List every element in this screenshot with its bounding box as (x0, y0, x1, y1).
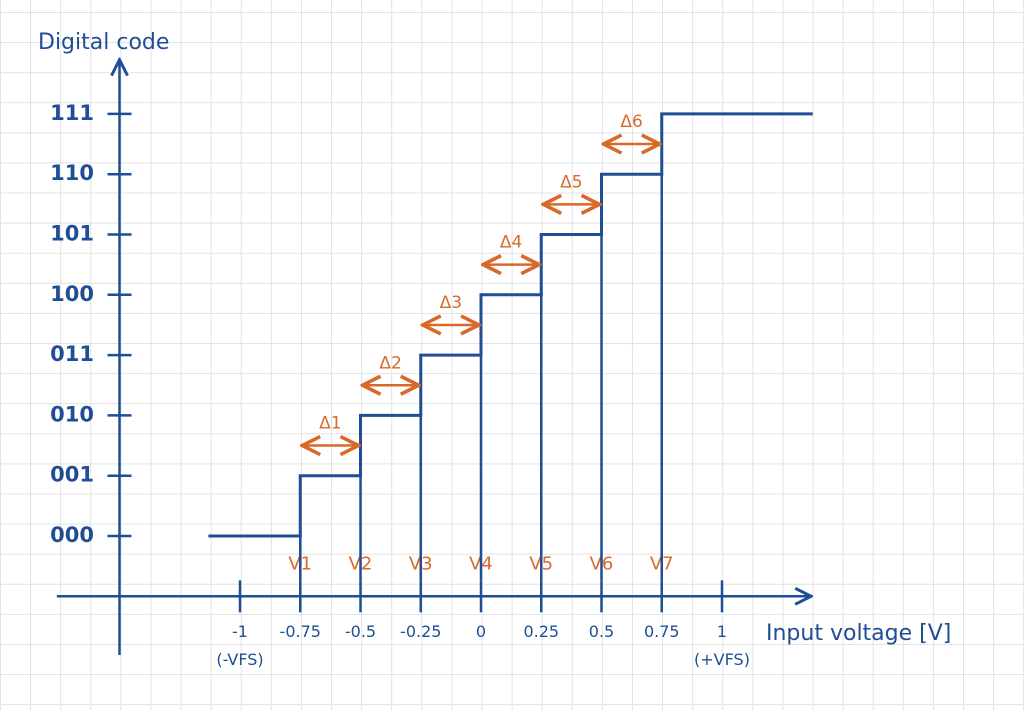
y-tick-label: 110 (50, 161, 94, 185)
y-tick-label: 000 (50, 523, 94, 547)
y-tick-label: 010 (50, 402, 94, 426)
delta-label: Δ5 (560, 172, 582, 192)
delta-label: Δ1 (319, 414, 341, 434)
x-tick-label: 0 (476, 622, 486, 641)
y-tick-label: 101 (50, 222, 94, 246)
x-tick-label: 0.25 (523, 622, 559, 641)
x-axis-label: Input voltage [V] (766, 621, 951, 646)
x-tick-label: 0.5 (589, 622, 614, 641)
delta-label: Δ2 (379, 353, 401, 373)
x-annotation: (-VFS) (216, 650, 263, 669)
y-axis-label: Digital code (38, 30, 169, 55)
delta-label: Δ4 (500, 233, 522, 253)
x-annotation: (+VFS) (694, 650, 750, 669)
x-tick-label: 0.75 (644, 622, 680, 641)
x-tick-label: -0.25 (400, 622, 441, 641)
delta-label: Δ3 (440, 293, 462, 313)
x-tick-label: -0.5 (345, 622, 376, 641)
delta-label: Δ6 (620, 112, 642, 132)
y-tick-label: 111 (50, 101, 94, 125)
x-tick-label: -1 (232, 622, 248, 641)
x-tick-label: 1 (717, 622, 727, 641)
y-tick-label: 001 (50, 463, 94, 487)
y-tick-label: 100 (50, 282, 94, 306)
x-tick-label: -0.75 (280, 622, 321, 641)
y-tick-label: 011 (50, 342, 94, 366)
